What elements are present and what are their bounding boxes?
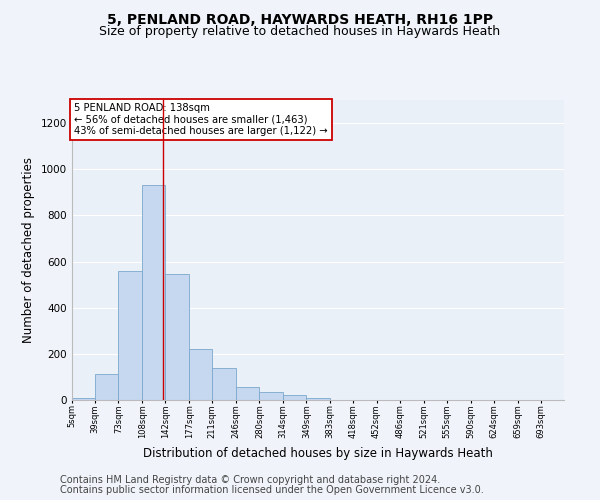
Bar (307, 398, 329, 400)
Y-axis label: Number of detached properties: Number of detached properties (22, 157, 35, 343)
Text: Contains public sector information licensed under the Open Government Licence v3: Contains public sector information licen… (60, 485, 484, 495)
Bar (95, 374, 118, 400)
Text: 5 PENLAND ROAD: 138sqm
← 56% of detached houses are smaller (1,463)
43% of semi-: 5 PENLAND ROAD: 138sqm ← 56% of detached… (74, 103, 328, 136)
Bar (212, 368, 236, 400)
Bar (72, 398, 95, 400)
Bar (259, 392, 283, 400)
Bar (189, 349, 212, 400)
X-axis label: Distribution of detached houses by size in Haywards Heath: Distribution of detached houses by size … (143, 446, 493, 460)
Bar (236, 387, 259, 400)
Bar (283, 396, 306, 400)
Bar (142, 186, 166, 400)
Bar (118, 271, 142, 400)
Bar (166, 274, 188, 400)
Text: Contains HM Land Registry data © Crown copyright and database right 2024.: Contains HM Land Registry data © Crown c… (60, 475, 440, 485)
Text: Size of property relative to detached houses in Haywards Heath: Size of property relative to detached ho… (100, 25, 500, 38)
Text: 5, PENLAND ROAD, HAYWARDS HEATH, RH16 1PP: 5, PENLAND ROAD, HAYWARDS HEATH, RH16 1P… (107, 12, 493, 26)
